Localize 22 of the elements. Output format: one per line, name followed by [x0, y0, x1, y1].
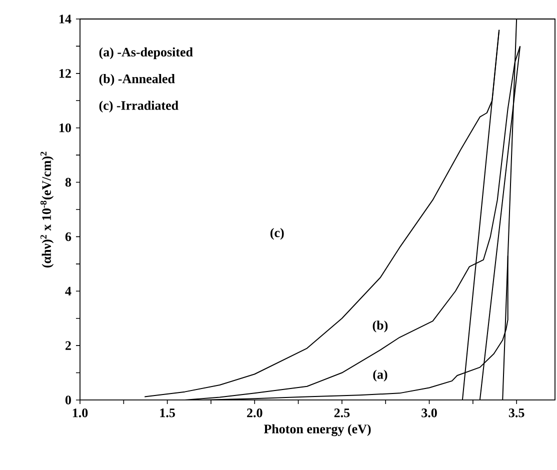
annotation: (a) -As-deposited	[99, 47, 193, 60]
annotation: (b)	[372, 320, 388, 332]
y-tick-label: 2	[66, 341, 71, 350]
y-tick-label: 10	[60, 123, 71, 132]
annotation: (a)	[373, 370, 388, 382]
annotation: (c) -Irradiated	[99, 100, 178, 113]
y-tick-label: 8	[65, 178, 72, 187]
y-tick-label: 14	[60, 14, 72, 24]
annotation: (c)	[270, 228, 284, 240]
x-tick-label: 3.5	[508, 408, 524, 418]
x-tick-label: 2.0	[247, 408, 262, 418]
x-axis-title: Photon energy (eV)	[264, 424, 371, 436]
annotation: (b) -Annealed	[99, 74, 175, 86]
y-tick-label: 6	[65, 232, 72, 242]
x-tick-label: 1.0	[72, 408, 88, 418]
y-tick-label: 12	[60, 69, 71, 78]
x-tick-label: 1.5	[160, 408, 175, 418]
y-axis-title: (αhν)$^{2}$ x 10$^{-8}$(eV/cm)$^{2}$	[40, 152, 54, 268]
y-tick-label: 0	[65, 396, 71, 404]
y-tick-label: 4	[65, 286, 72, 296]
x-tick-label: 3.0	[422, 408, 437, 418]
x-tick-label: 2.5	[334, 408, 350, 418]
